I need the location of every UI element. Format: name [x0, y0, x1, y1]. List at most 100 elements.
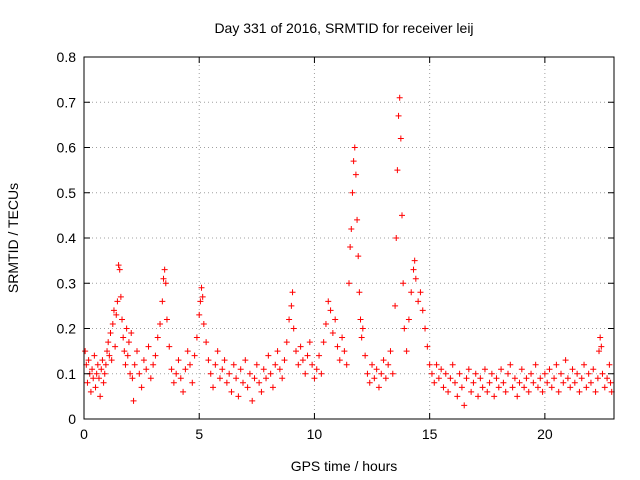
data-point	[108, 357, 115, 364]
data-point	[349, 189, 356, 196]
data-point	[117, 293, 124, 300]
data-point	[184, 348, 191, 355]
data-point	[356, 289, 363, 296]
data-point	[463, 375, 470, 382]
data-point	[128, 330, 135, 337]
data-point	[249, 397, 256, 404]
data-point	[152, 352, 159, 359]
data-point	[134, 348, 140, 355]
data-point	[438, 366, 445, 373]
data-point	[358, 334, 365, 341]
data-point	[138, 384, 145, 391]
data-point	[187, 361, 193, 368]
data-point	[560, 379, 567, 386]
data-point	[207, 370, 214, 377]
data-point	[564, 375, 571, 382]
x-tick-label: 15	[422, 426, 438, 442]
data-point	[548, 384, 555, 391]
data-point	[100, 379, 107, 386]
data-point	[327, 307, 334, 314]
data-point	[223, 379, 230, 386]
data-point	[131, 361, 138, 368]
data-point	[484, 388, 491, 395]
data-point	[281, 357, 288, 364]
data-point	[594, 375, 601, 382]
data-point	[592, 388, 599, 395]
data-point	[295, 361, 302, 368]
data-point	[166, 343, 173, 350]
data-point	[313, 366, 320, 373]
data-point	[412, 275, 419, 282]
data-point	[578, 375, 585, 382]
data-point	[210, 384, 217, 391]
data-point	[283, 339, 290, 346]
data-point	[369, 361, 376, 368]
data-point	[408, 289, 415, 296]
data-point	[601, 384, 608, 391]
data-point	[493, 375, 500, 382]
data-point	[440, 384, 447, 391]
data-point	[322, 320, 329, 327]
data-point	[162, 280, 169, 287]
data-point	[173, 370, 180, 377]
data-point	[279, 375, 286, 382]
data-point	[136, 370, 143, 377]
data-point	[288, 302, 295, 309]
data-point	[415, 298, 422, 305]
data-point	[585, 370, 592, 377]
data-point	[486, 379, 493, 386]
x-tick-label: 5	[195, 426, 203, 442]
data-point	[145, 343, 152, 350]
data-point	[289, 289, 296, 296]
data-point	[405, 316, 412, 323]
data-point	[371, 375, 378, 382]
data-point	[442, 370, 449, 377]
data-point	[320, 339, 327, 346]
data-point	[341, 348, 348, 355]
data-point	[352, 171, 359, 178]
data-point	[334, 343, 341, 350]
data-point	[228, 388, 235, 395]
data-point	[521, 384, 528, 391]
data-point	[347, 244, 354, 251]
data-point	[433, 361, 440, 368]
data-point	[276, 366, 283, 373]
data-point	[502, 388, 509, 395]
data-point	[180, 388, 187, 395]
data-point	[431, 379, 438, 386]
data-point	[587, 379, 594, 386]
data-point	[233, 375, 240, 382]
data-point	[366, 379, 373, 386]
data-point	[375, 384, 382, 391]
data-point	[505, 370, 511, 377]
data-point	[251, 375, 258, 382]
x-tick-labels: 0 5 10 15 20	[80, 426, 553, 442]
data-point	[558, 370, 564, 377]
data-point	[488, 370, 495, 377]
data-point	[237, 366, 244, 373]
data-point	[400, 280, 407, 287]
data-point	[109, 320, 116, 327]
data-point	[177, 375, 184, 382]
data-point	[516, 379, 523, 386]
data-point	[122, 361, 129, 368]
data-point	[362, 352, 369, 359]
data-point	[116, 266, 123, 273]
data-point	[424, 343, 431, 350]
data-point	[472, 370, 479, 377]
data-point	[89, 366, 96, 373]
data-point	[435, 375, 442, 382]
data-point	[123, 325, 130, 332]
data-point	[399, 212, 405, 219]
data-point	[160, 275, 167, 282]
data-point	[525, 388, 532, 395]
data-point	[339, 334, 346, 341]
data-point	[198, 284, 205, 291]
data-point	[120, 334, 127, 341]
data-point	[316, 352, 323, 359]
data-point	[214, 348, 221, 355]
data-point	[475, 393, 482, 400]
data-point	[544, 379, 551, 386]
data-point	[604, 375, 611, 382]
